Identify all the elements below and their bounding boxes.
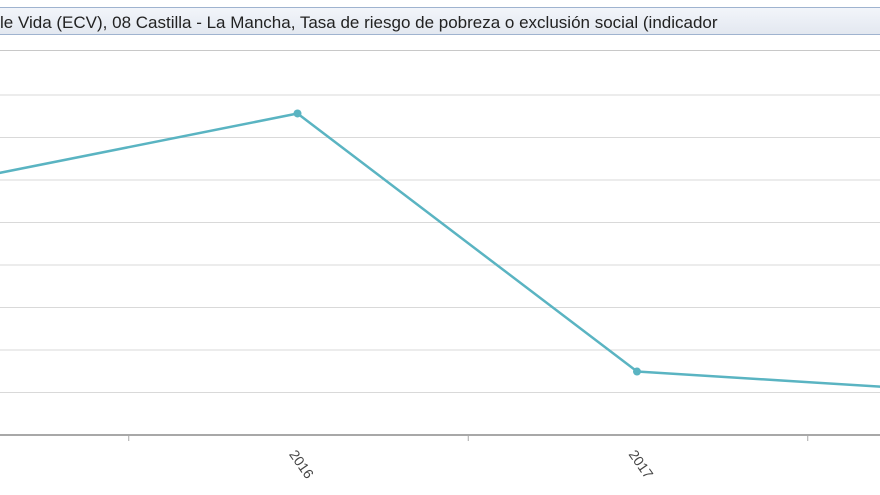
series-line (0, 112, 880, 388)
data-point (633, 367, 641, 376)
tick-labels: 2016 2017 (286, 447, 657, 482)
series-line-group (0, 109, 880, 388)
legend-series-label: le Vida (ECV), 08 Castilla - La Mancha, … (0, 13, 718, 32)
gridlines (0, 94, 880, 393)
x-axis (0, 434, 880, 441)
chart-frame (0, 50, 880, 495)
x-tick-label: 2016 (286, 447, 317, 482)
x-tick-label: 2017 (626, 447, 657, 482)
data-point (293, 109, 302, 118)
legend-bar: le Vida (ECV), 08 Castilla - La Mancha, … (0, 7, 880, 35)
